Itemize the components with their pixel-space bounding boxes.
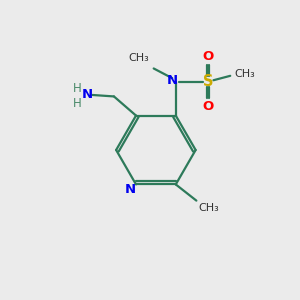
Text: H: H [73, 97, 82, 110]
Text: N: N [167, 74, 178, 87]
Text: CH₃: CH₃ [199, 203, 220, 213]
Text: O: O [202, 100, 214, 113]
Text: CH₃: CH₃ [128, 53, 149, 63]
Text: N: N [125, 183, 136, 196]
Text: CH₃: CH₃ [235, 69, 255, 80]
Text: S: S [203, 74, 213, 89]
Text: O: O [202, 50, 214, 64]
Text: N: N [82, 88, 93, 101]
Text: H: H [73, 82, 82, 95]
